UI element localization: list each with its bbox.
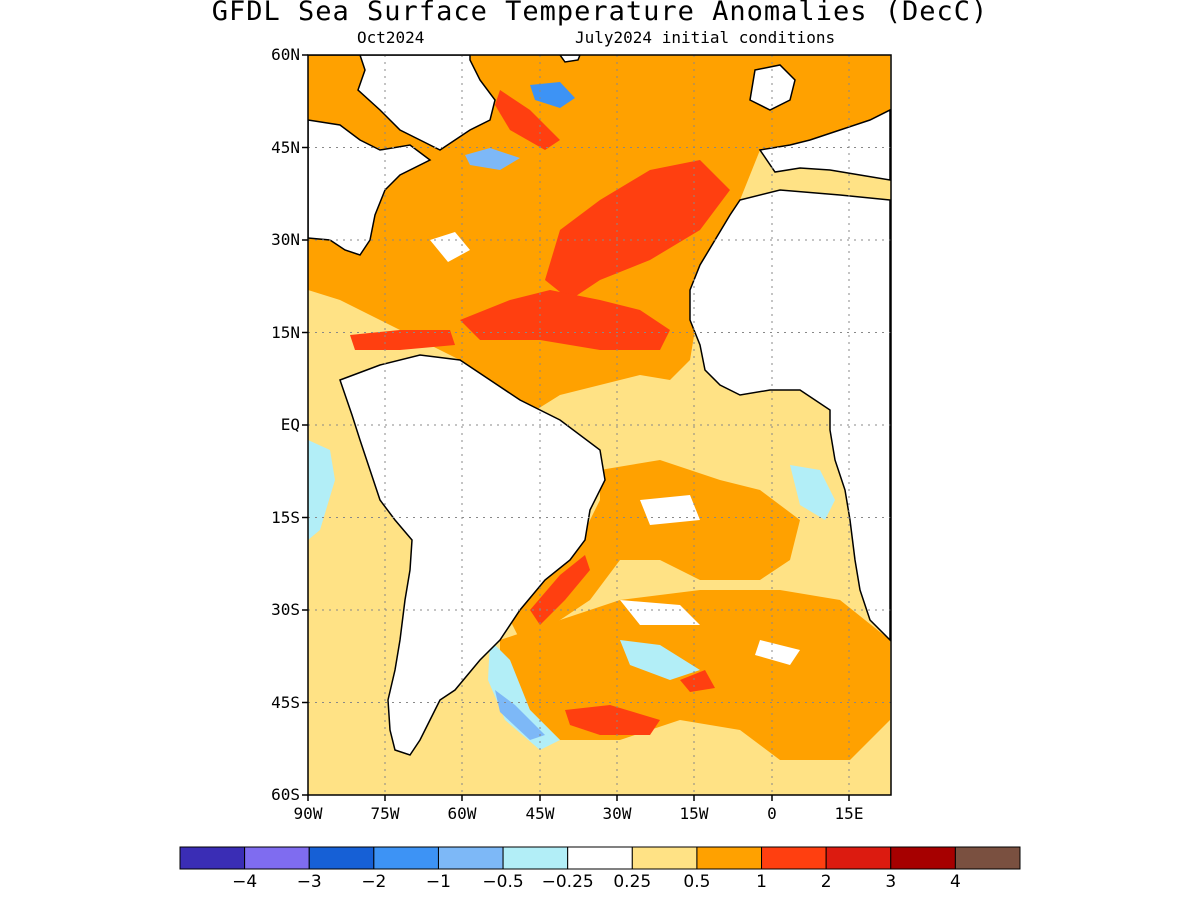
colorbar-swatch [696, 846, 763, 870]
south-america-land [339, 354, 606, 756]
anomaly-core-caribbean [350, 330, 455, 350]
africa-land [689, 189, 891, 642]
lat-label: 60N [271, 45, 300, 64]
lon-label: 30W [602, 804, 632, 823]
anomaly-core-brazil-current [530, 555, 590, 625]
colorbar-swatch [502, 846, 569, 870]
colorbar-label: −0.25 [541, 872, 594, 892]
axis-ticks [302, 54, 850, 801]
colorbar-label: 2 [820, 872, 832, 892]
lat-label: 15N [271, 322, 300, 342]
cool-patch-newfoundland [465, 148, 520, 170]
colorbar-label: 0.5 [683, 872, 711, 892]
colorbar-swatch [179, 846, 246, 870]
lat-label: 45N [271, 137, 300, 157]
anomaly-core-subtropical [545, 160, 730, 300]
colorbar-label: 1 [756, 872, 767, 892]
colorbar-swatch [373, 846, 439, 870]
colorbar-label: 3 [885, 872, 897, 892]
lat-label: EQ [280, 415, 300, 434]
neutral-patch-4 [755, 640, 800, 665]
anomaly-region-south-subtropics [510, 460, 800, 640]
lon-label: 90W [293, 804, 323, 823]
lon-label: 60W [447, 804, 477, 823]
colorbar-swatch [890, 846, 956, 870]
colorbar-label: −3 [296, 872, 322, 892]
colorbar-swatch [308, 846, 375, 870]
lat-label: 30N [271, 230, 300, 249]
neutral-patch-3 [620, 600, 700, 625]
colorbar-swatch [761, 846, 827, 870]
cool-patch-south-central [620, 640, 700, 680]
lon-label: 15W [679, 804, 709, 823]
neutral-patch-1 [430, 232, 470, 262]
graticule [308, 55, 891, 795]
colorbar-swatch [567, 846, 633, 870]
neutral-patch-2 [640, 495, 700, 525]
colorbar-swatch [631, 846, 698, 870]
colorbar-label: −2 [361, 872, 387, 892]
map-title: GFDL Sea Surface Temperature Anomalies (… [211, 0, 989, 27]
anomaly-core-south-atlantic [565, 705, 660, 735]
colorbar-label: −0.5 [482, 872, 524, 892]
cool-patch-southwest [488, 640, 560, 750]
colorbar-swatch [825, 846, 892, 870]
lat-label: 30S [271, 600, 300, 619]
cool-patch-angola [790, 465, 835, 520]
british-isles-land [749, 64, 796, 111]
anomaly-core-labrador [495, 90, 560, 150]
forecast-month: Oct2024 [357, 28, 425, 47]
cool-patch-falklands [495, 690, 545, 740]
lon-label: 45W [525, 804, 555, 823]
anomaly-core-southeast [680, 670, 715, 692]
colorbar-label: −1 [425, 872, 451, 892]
europe-land [758, 108, 891, 181]
colorbar-label: −4 [232, 872, 258, 892]
colorbar-label: 0.25 [613, 872, 652, 892]
cool-patch-labrador-sea [530, 82, 575, 108]
lon-label: 15E [834, 804, 864, 823]
lon-label: 0 [767, 804, 777, 823]
greenland-tip-land [559, 55, 581, 63]
colorbar-swatch [244, 846, 310, 870]
cool-patch-west-pacific [308, 440, 335, 540]
initial-conditions: July2024 initial conditions [575, 28, 836, 47]
colorbar-swatch [437, 846, 504, 870]
lon-label: 75W [370, 804, 400, 823]
lat-label: 60S [271, 785, 300, 804]
lat-label: 45S [271, 692, 300, 712]
colorbar [179, 846, 1021, 870]
lat-label: 15S [271, 507, 300, 527]
colorbar-label: 4 [949, 872, 961, 892]
colorbar-swatch [954, 846, 1021, 870]
